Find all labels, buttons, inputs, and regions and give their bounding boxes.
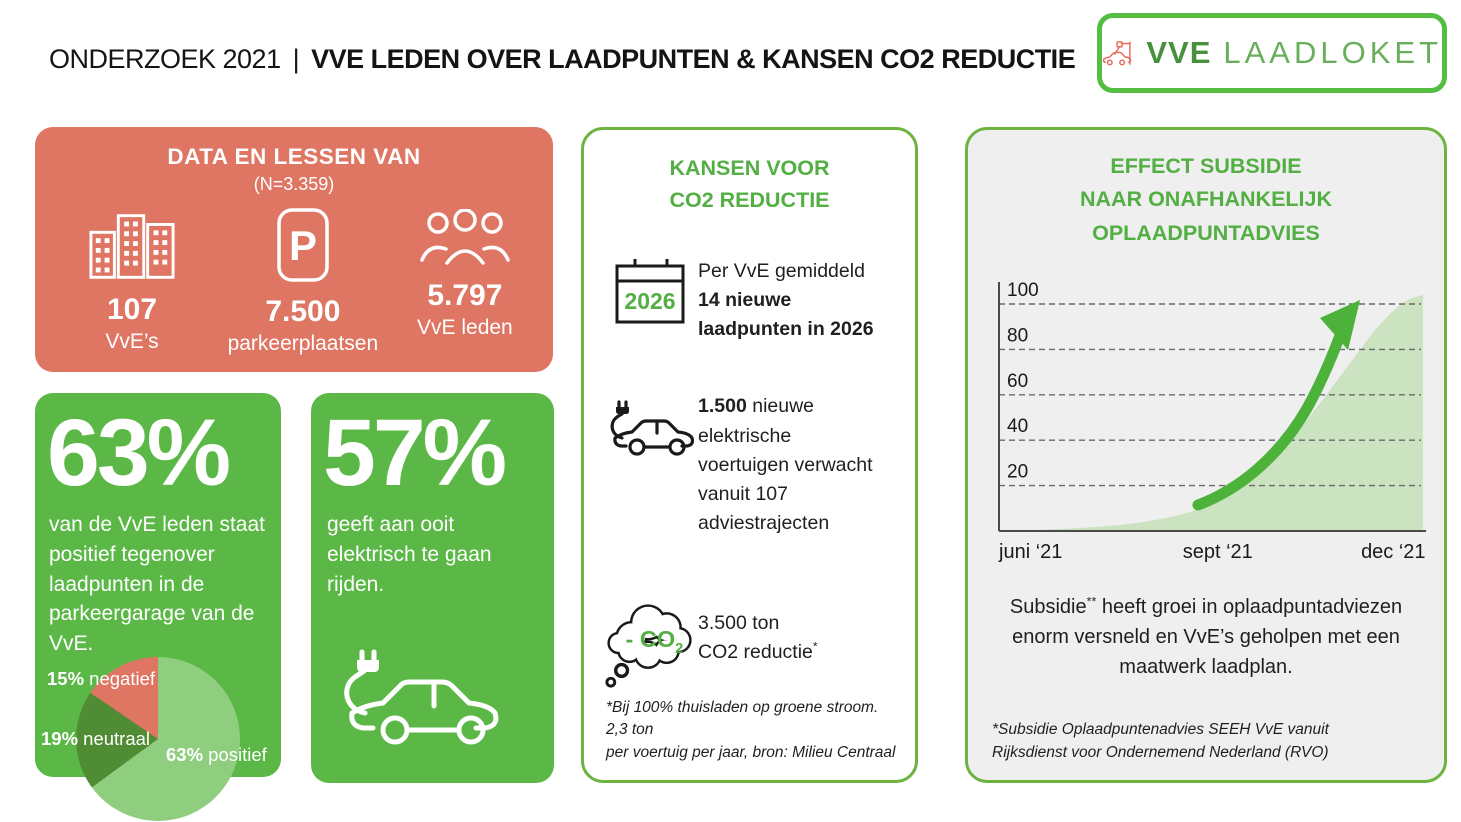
subsidie-footnote: *Subsidie Oplaadpuntenadvies SEEH VvE va… (992, 721, 1329, 761)
stat-parking-label: parkeerplaatsen (227, 332, 379, 355)
cloud-co2-text: - CO2 (626, 625, 684, 656)
svg-text:80: 80 (1007, 325, 1028, 346)
electric-percentage: 57% (323, 400, 507, 506)
page-title: ONDERZOEK 2021 | VVE LEDEN OVER LAADPUNT… (49, 44, 1076, 75)
kansen-item-laadpunten: 2026 Per VvE gemiddeld 14 nieuwe laadpun… (584, 255, 915, 345)
chart-x-ticks: juni ‘21 sept ‘21 dec ‘21 (998, 541, 1426, 563)
stat-vves-label: VvE’s (105, 330, 159, 353)
charging-car-icon (1102, 41, 1132, 66)
chart-axes (998, 282, 1426, 532)
growth-arrow-icon (1192, 300, 1360, 511)
stat-vves-value: 107 (106, 293, 158, 326)
svg-text:40: 40 (1007, 416, 1028, 437)
positive-text: van de VvE leden staat positief tegenove… (49, 512, 265, 656)
electric-car-icon (344, 649, 499, 745)
kansen-item-co2-text: 3.500 ton CO2 reductie* (698, 611, 818, 663)
plug-icon (616, 407, 629, 415)
data-card-title: DATA EN LESSEN VAN (167, 144, 421, 169)
pie-positief-pct: 63% (166, 744, 204, 765)
pie-positief-name: positief (208, 744, 267, 765)
calendar-2026-icon: 2026 (615, 258, 685, 323)
pie-label-positief: 63% positief (166, 744, 267, 766)
footnote-marker: * (812, 639, 818, 654)
kansen-title-line2: CO2 REDUCTIE (669, 188, 830, 213)
kansen-item-co2: - CO2 3.500 ton CO2 reductie* (584, 597, 915, 691)
subsidy-growth-chart: 100 80 60 40 20 juni ‘21 sept ‘21 dec ‘2… (998, 280, 1426, 563)
kansen-title: KANSEN VOOR CO2 REDUCTIE (584, 152, 915, 217)
parking-icon: P (277, 208, 329, 282)
electric-intent-card: 57% geeft aan ooit elektrisch te gaan ri… (311, 393, 554, 783)
kansen-title-line1: KANSEN VOOR (669, 156, 830, 180)
pie-negatief-name: negatief (89, 668, 156, 689)
stat-parking-value: 7.500 (265, 295, 341, 328)
data-lessons-card: DATA EN LESSEN VAN (N=3.359) (35, 127, 553, 372)
pie-label-neutraal: 19% neutraal (41, 728, 150, 750)
kansen-footnote: *Bij 100% thuisladen op groene stroom. 2… (606, 698, 896, 761)
footnote-marker: ** (1086, 594, 1097, 609)
pie-negatief-pct: 15% (47, 668, 85, 689)
logo-brand-bold: VVE (1146, 35, 1212, 70)
stat-members-label: VvE leden (417, 316, 513, 339)
calendar-year: 2026 (624, 288, 675, 314)
stat-members-value: 5.797 (427, 279, 503, 312)
chart-y-ticks: 100 80 60 40 20 (1007, 280, 1039, 483)
svg-text:20: 20 (1007, 462, 1028, 483)
title-divider: | (292, 44, 300, 74)
data-card-sample-size: (N=3.359) (253, 174, 335, 194)
pie-neutraal-pct: 19% (41, 728, 79, 749)
buildings-icon (89, 214, 175, 279)
subsidy-effect-card: EFFECT SUBSIDIE NAAR ONAFHANKELIJK OPLAA… (965, 127, 1447, 783)
page-title-main: VVE LEDEN OVER LAADPUNTEN & KANSEN CO2 R… (311, 44, 1076, 74)
kansen-item-laadpunten-text: Per VvE gemiddeld 14 nieuwe laadpunten i… (698, 259, 874, 341)
vve-laadloket-logo: VVE LAADLOKET (1097, 13, 1447, 93)
kansen-item-voertuigen: 1.500 nieuwe elektrische voertuigen verw… (584, 390, 915, 538)
sentiment-pie-chart (76, 657, 240, 821)
stat-vves: 107 VvE’s (61, 203, 203, 356)
electric-car-icon (610, 400, 695, 456)
kansen-item-voertuigen-text: 1.500 nieuwe elektrische voertuigen verw… (698, 395, 873, 535)
data-card-stats: 107 VvE’s P 7.500 parkeerplaatsen (35, 203, 553, 356)
page-title-prefix: ONDERZOEK 2021 (49, 44, 281, 74)
chart-area (999, 294, 1423, 531)
stat-parking: P 7.500 parkeerplaatsen (203, 203, 403, 356)
svg-text:100: 100 (1007, 280, 1039, 301)
pie-neutraal-name: neutraal (83, 728, 151, 749)
co2-cloud-icon: - CO2 (605, 603, 692, 688)
svg-text:sept ‘21: sept ‘21 (1183, 541, 1253, 563)
svg-text:dec ‘21: dec ‘21 (1361, 541, 1426, 563)
stat-members: 5.797 VvE leden (403, 203, 527, 356)
subsidie-body-text: Subsidie** heeft groei in oplaadpuntadvi… (1009, 594, 1403, 678)
svg-text:60: 60 (1007, 371, 1028, 392)
logo-brand-light: LAADLOKET (1223, 35, 1442, 70)
svg-text:juni ‘21: juni ‘21 (998, 541, 1062, 563)
positive-percentage: 63% (47, 400, 231, 506)
plug-icon (357, 660, 379, 672)
subsidie-title: EFFECT SUBSIDIE NAAR ONAFHANKELIJK OPLAA… (1079, 154, 1333, 245)
chart-gridlines (999, 303, 1421, 487)
parking-icon-letter: P (289, 222, 317, 269)
electric-text: geeft aan ooit elektrisch te gaan rijden… (327, 512, 492, 596)
pie-label-negatief: 15% negatief (47, 668, 155, 690)
people-icon (420, 209, 510, 265)
co2-opportunities-card: KANSEN VOOR CO2 REDUCTIE 2026 Per VvE ge… (581, 127, 918, 783)
